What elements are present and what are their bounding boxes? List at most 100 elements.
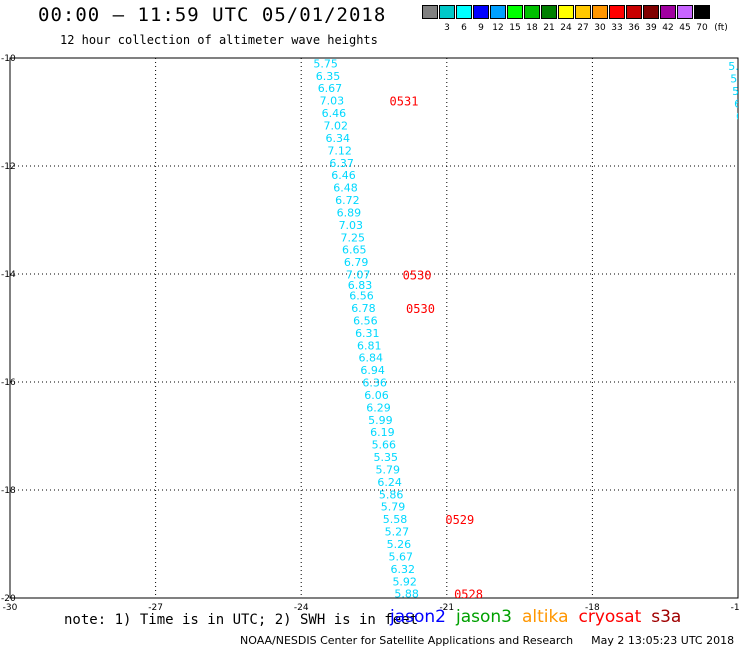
swh-value: 6.03 — [736, 110, 740, 123]
satellite-jason3: jason3 — [456, 607, 512, 627]
swh-value: 5.88 — [394, 588, 419, 601]
swh-value: 6.94 — [360, 364, 385, 377]
page-subtitle: 12 hour collection of altimeter wave hei… — [60, 33, 378, 47]
pass-time-label: 0530 — [406, 302, 435, 316]
swh-value: 6.89 — [337, 206, 362, 219]
color-scale-label: 21 — [543, 23, 555, 33]
color-swatch — [592, 5, 608, 19]
latitude-tick-label: -20 — [1, 594, 16, 604]
swh-value: 6.44 — [734, 97, 740, 110]
swh-value: 5.92 — [392, 575, 417, 588]
pass-time-label: 0528 — [454, 588, 483, 602]
color-swatch — [490, 5, 506, 19]
swh-value: 5.79 — [381, 501, 406, 514]
swh-value: 5.79 — [732, 85, 740, 98]
swh-value: 5.86 — [379, 488, 404, 501]
swh-value: 6.67 — [318, 82, 343, 95]
swh-value: 6.56 — [349, 290, 374, 303]
color-scale-label: 36 — [628, 23, 640, 33]
color-swatch — [456, 5, 472, 19]
color-scale-label: 27 — [577, 23, 589, 33]
generated-timestamp: May 2 13:05:23 UTC 2018 — [591, 634, 735, 647]
swh-value: 6.37 — [329, 157, 354, 170]
swh-value: 7.02 — [324, 120, 349, 133]
longitude-tick-label: -18 — [585, 603, 600, 613]
satellite-altika: altika — [522, 607, 569, 627]
swh-value: 6.81 — [357, 339, 382, 352]
credit-line: NOAA/NESDIS Center for Satellite Applica… — [240, 634, 734, 647]
color-scale-label: 39 — [645, 23, 657, 33]
swh-value: 6.65 — [342, 244, 367, 257]
longitude-tick-label: -21 — [439, 603, 454, 613]
longitude-tick-label: -24 — [294, 603, 309, 613]
swh-value: 6.35 — [316, 70, 341, 83]
track-layer: 5.756.356.677.036.467.026.347.126.376.46… — [313, 57, 740, 602]
color-scale-label: 30 — [594, 23, 606, 33]
swh-value: 5.99 — [368, 414, 393, 427]
swh-value: 6.83 — [348, 279, 373, 292]
swh-value: 6.29 — [366, 401, 391, 414]
color-swatch — [575, 5, 591, 19]
color-scale-label: 15 — [509, 23, 521, 33]
swh-value: 7.25 — [341, 231, 366, 244]
swh-value: 7.03 — [339, 219, 364, 232]
color-scale-label: 18 — [526, 23, 538, 33]
color-scale-label: 42 — [662, 23, 674, 33]
color-scale-label: 70 — [696, 23, 708, 33]
map-frame — [9, 57, 739, 599]
color-swatch — [507, 5, 523, 19]
color-scale-label: 24 — [560, 23, 572, 33]
credit-text: NOAA/NESDIS Center for Satellite Applica… — [240, 634, 574, 647]
swh-value: 7.07 — [346, 269, 371, 282]
swh-value: 6.46 — [331, 169, 356, 182]
swh-value: 5.79 — [375, 463, 400, 476]
swh-value: 6.19 — [370, 426, 395, 439]
units-note: note: 1) Time is in UTC; 2) SWH is in fe… — [64, 612, 419, 628]
longitude-tick-label: -27 — [148, 603, 163, 613]
swh-value: 6.84 — [358, 352, 383, 365]
color-swatch — [422, 5, 438, 19]
swh-value: 5.89 — [728, 60, 740, 73]
color-swatch — [541, 5, 557, 19]
swh-value: 5.58 — [383, 513, 408, 526]
swh-value: 6.72 — [335, 194, 360, 207]
latitude-tick-label: -18 — [1, 486, 16, 496]
swh-value: 6.79 — [344, 256, 369, 269]
pass-time-label: 0530 — [403, 269, 432, 283]
satellite-jason2: jason2 — [390, 607, 446, 627]
latitude-tick-label: -14 — [1, 270, 16, 280]
color-scale-label: 45 — [679, 23, 691, 33]
satellite-s3a: s3a — [651, 607, 682, 627]
color-swatch — [609, 5, 625, 19]
swh-value: 5.67 — [389, 550, 414, 563]
swh-value: 5.35 — [374, 451, 399, 464]
longitude-tick-label: -15 — [731, 603, 740, 613]
color-scale-label: 33 — [611, 23, 623, 33]
color-swatch — [677, 5, 693, 19]
color-swatch — [558, 5, 574, 19]
swh-value: 5.27 — [385, 526, 410, 539]
swh-value: 7.12 — [327, 144, 352, 157]
color-swatch — [626, 5, 642, 19]
swh-value: 5.26 — [387, 538, 412, 551]
swh-value: 6.34 — [325, 132, 350, 145]
color-swatch — [694, 5, 710, 19]
swh-value: 6.06 — [364, 389, 389, 402]
latitude-tick-label: -16 — [1, 378, 16, 388]
color-swatch — [524, 5, 540, 19]
swh-value: 5.75 — [313, 57, 338, 70]
latitude-tick-label: -12 — [1, 162, 16, 172]
satellite-cryosat: cryosat — [578, 607, 642, 627]
swh-value: 6.36 — [362, 377, 387, 390]
latitude-tick-label: -10 — [1, 54, 16, 64]
swh-value: 7.03 — [320, 95, 345, 108]
color-swatch — [660, 5, 676, 19]
swh-value: 6.32 — [391, 563, 416, 576]
color-swatch — [439, 5, 455, 19]
swh-value: 5.98 — [730, 73, 740, 86]
color-scale-label: 9 — [478, 23, 484, 33]
swh-value: 6.48 — [333, 182, 358, 195]
color-scale-label: 6 — [461, 23, 467, 33]
color-scale-label: 3 — [444, 23, 450, 33]
